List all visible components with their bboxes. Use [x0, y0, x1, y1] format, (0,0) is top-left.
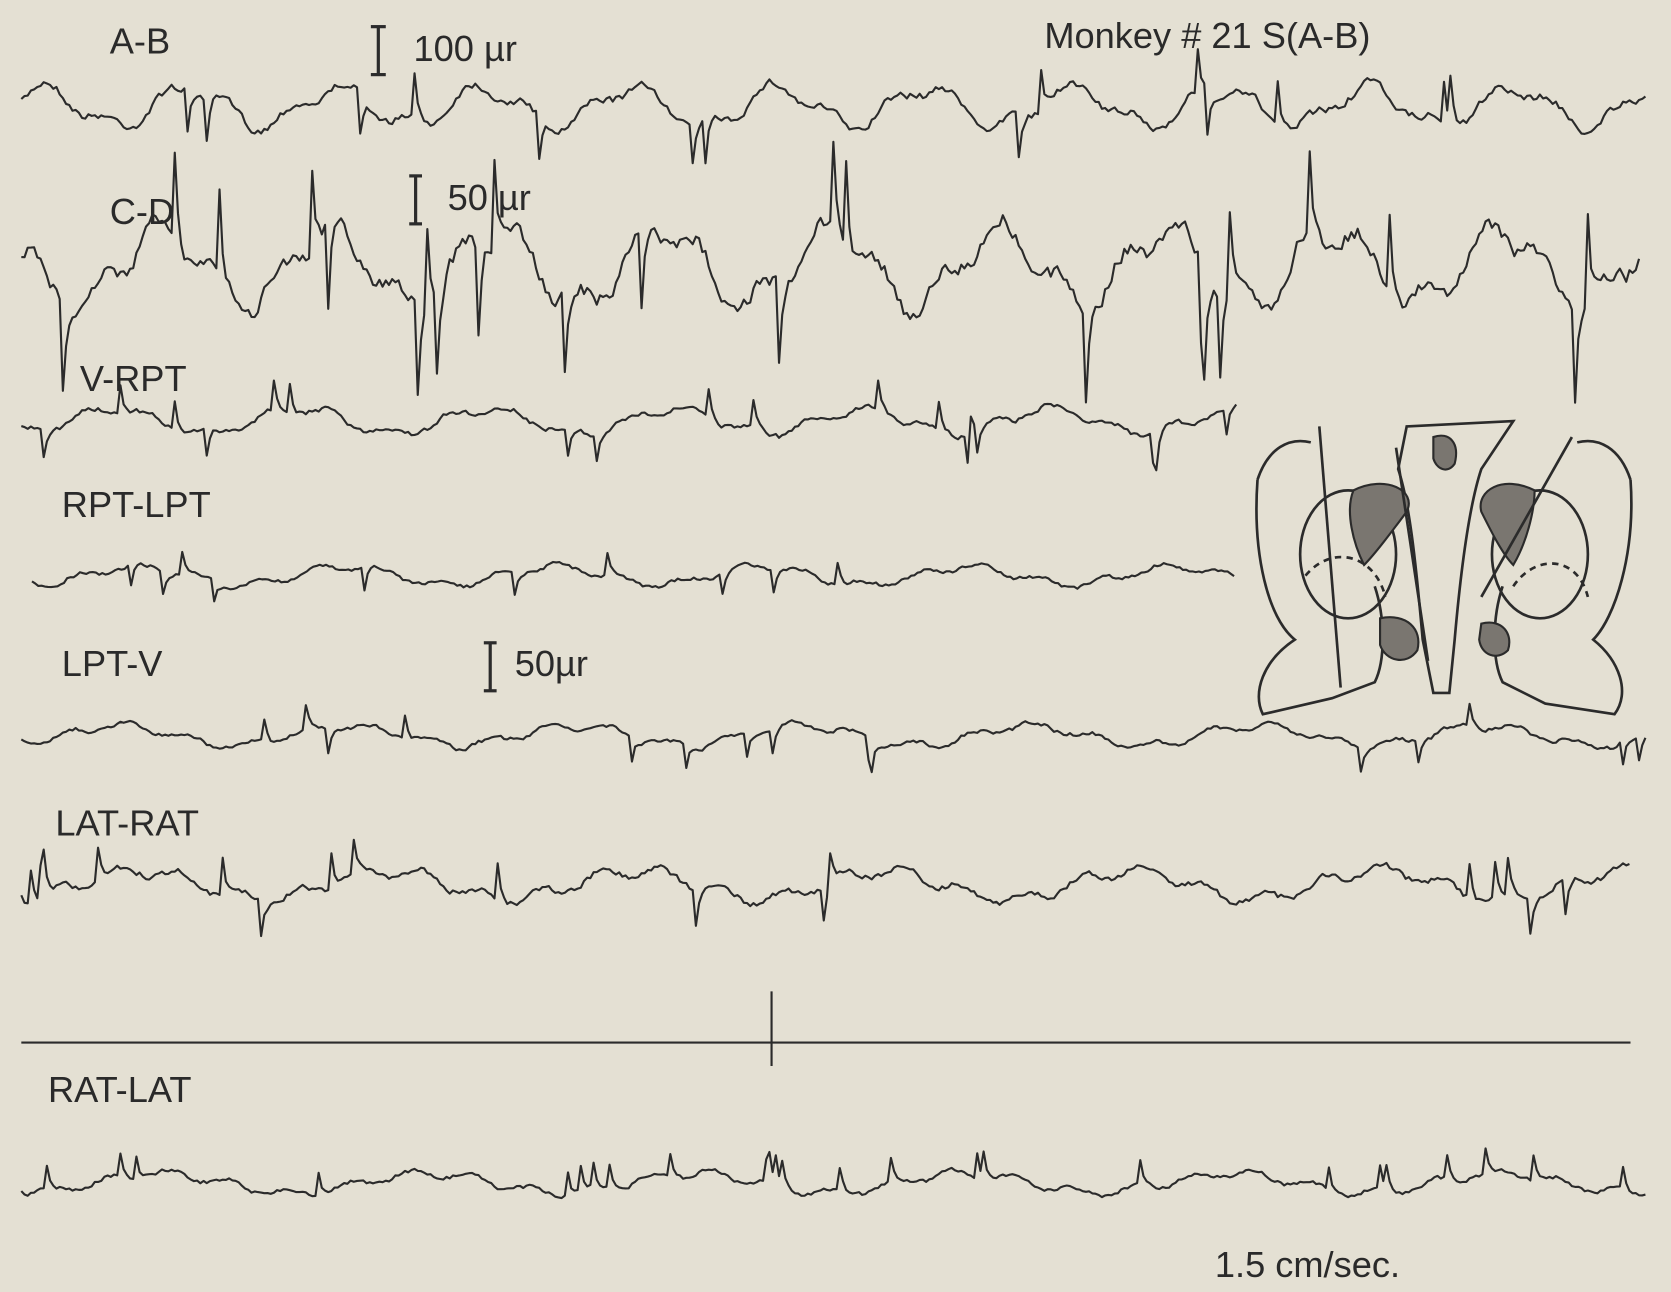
speed-label: 1.5 cm/sec. — [1215, 1244, 1400, 1285]
scale-label: 100 µr — [413, 28, 516, 69]
trace-label: C-D — [110, 191, 174, 232]
trace-label: LPT-V — [62, 643, 163, 684]
trace-label: V-RPT — [80, 358, 187, 399]
figure: Monkey # 21 S(A-B) A-B C-D V-RPT RPT-LPT… — [0, 0, 1671, 1292]
trace-label: A-B — [110, 20, 170, 61]
trace-label: LAT-RAT — [55, 803, 199, 844]
figure-title: Monkey # 21 S(A-B) — [1044, 15, 1370, 56]
page: Monkey # 21 S(A-B) A-B C-D V-RPT RPT-LPT… — [0, 0, 1671, 1292]
scale-label: 50 µr — [448, 177, 531, 218]
trace-label: RPT-LPT — [62, 484, 211, 525]
scale-label: 50µr — [515, 643, 588, 684]
trace-label: RAT-LAT — [48, 1069, 192, 1110]
